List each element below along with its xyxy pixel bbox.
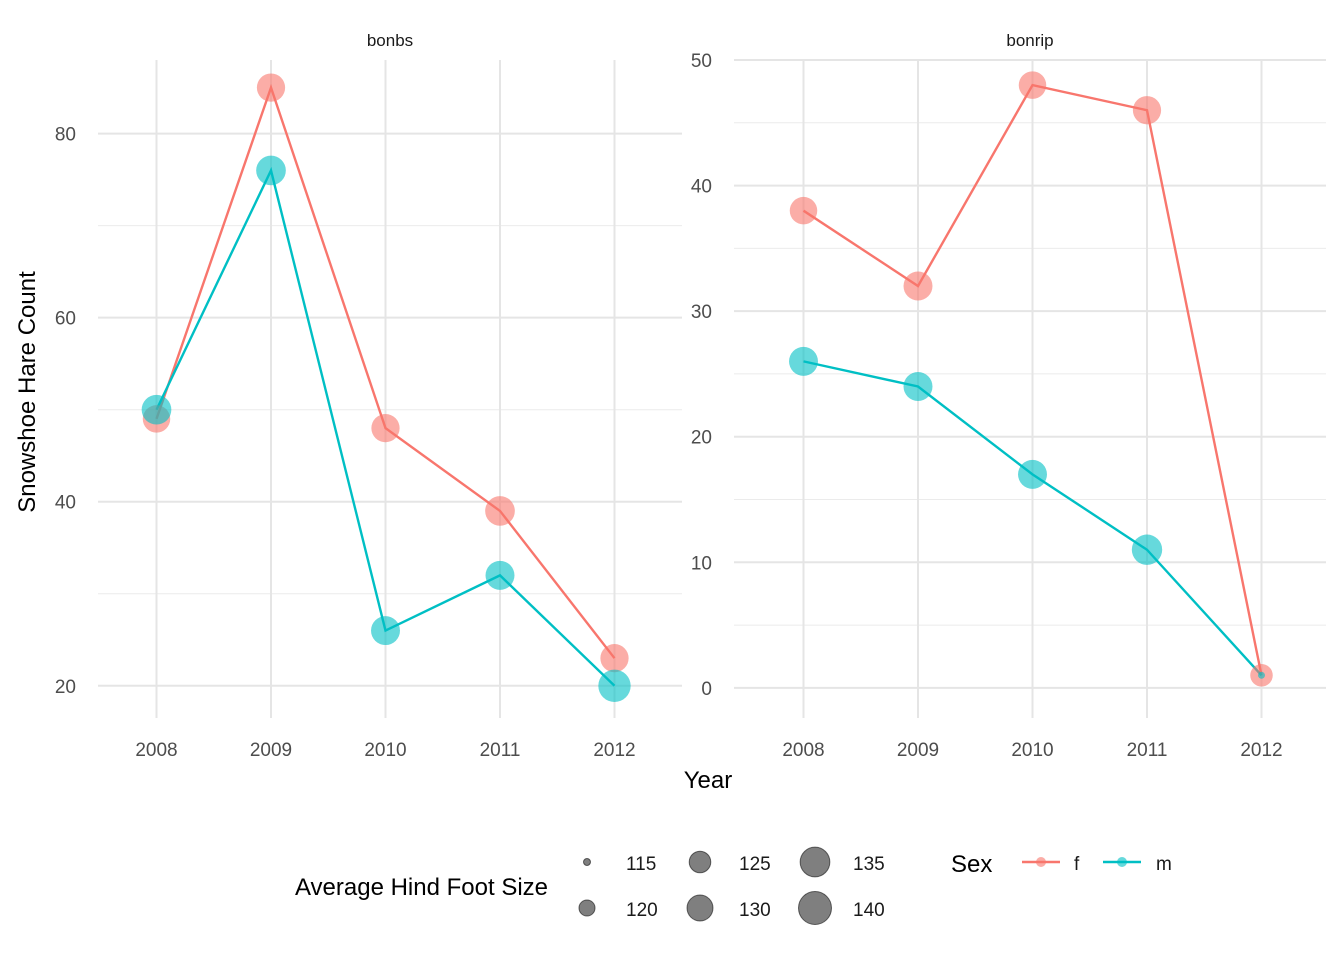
point-m [1258, 671, 1265, 679]
legend-size-title: Average Hind Foot Size [295, 874, 548, 901]
legend: Average Hind Foot Size 115 120 125 130 135 140… [295, 846, 1172, 925]
legend-size-label: 120 [626, 900, 658, 921]
legend-size-label: 125 [739, 854, 771, 875]
legend-color-label: m [1156, 854, 1172, 875]
y-tick-label: 20 [691, 428, 712, 449]
y-tick-label: 10 [691, 553, 712, 574]
point-f [600, 644, 629, 673]
y-tick-label: 60 [55, 309, 76, 330]
point-m [371, 616, 400, 646]
legend-size-key [799, 846, 831, 878]
y-axis-title: Snowshoe Hare Count [14, 271, 41, 513]
point-m [1018, 459, 1047, 489]
point-f [371, 413, 400, 443]
panel-title: bonrip [1006, 31, 1053, 50]
legend-size-key [798, 891, 832, 925]
point-f [903, 271, 933, 301]
panel-bonrip: bonrip 0 10 20 30 40 50 2008 2009 2010 2011 2012 [691, 31, 1326, 761]
x-tick-label: 2009 [250, 740, 292, 761]
point-m [1131, 534, 1163, 565]
point-f [1132, 96, 1162, 125]
point-m [789, 346, 818, 376]
y-tick-label: 40 [691, 177, 712, 198]
x-tick-label: 2009 [897, 740, 939, 761]
y-tick-label: 0 [701, 679, 712, 700]
y-tick-label: 40 [55, 493, 76, 514]
y-tick-label: 20 [55, 677, 76, 698]
point-f [256, 73, 286, 102]
legend-size-key [583, 858, 591, 866]
point-m [598, 669, 631, 702]
legend-size-label: 140 [853, 900, 885, 921]
x-tick-label: 2012 [593, 740, 635, 761]
point-m [141, 394, 172, 425]
point-f [485, 496, 515, 526]
x-tick-label: 2012 [1240, 740, 1282, 761]
legend-color-title: Sex [951, 851, 992, 878]
x-tick-label: 2010 [1011, 740, 1053, 761]
legend-size-label: 130 [739, 900, 771, 921]
point-m [485, 560, 515, 590]
x-tick-label: 2008 [782, 740, 824, 761]
panel-title: bonbs [367, 31, 413, 50]
x-tick-label: 2011 [1127, 740, 1168, 761]
legend-size-key [686, 894, 714, 922]
point-f [789, 196, 818, 225]
x-axis-title: Year [684, 767, 733, 794]
panel-bonbs: bonbs 20 40 60 80 2008 2009 2010 2011 2012 [55, 31, 682, 761]
legend-color-point-f [1036, 857, 1046, 867]
y-tick-label: 50 [691, 51, 712, 72]
y-tick-label: 30 [691, 302, 712, 323]
legend-size-key [578, 899, 596, 917]
legend-color-label: f [1074, 854, 1080, 875]
x-tick-label: 2011 [480, 740, 521, 761]
point-m [256, 155, 286, 186]
x-tick-label: 2008 [135, 740, 177, 761]
y-tick-label: 80 [55, 125, 76, 146]
point-f [1018, 71, 1047, 99]
legend-size-key [688, 850, 712, 874]
point-m [903, 372, 933, 401]
x-tick-label: 2010 [364, 740, 406, 761]
legend-size-label: 135 [853, 854, 885, 875]
legend-size-label: 115 [626, 854, 656, 875]
legend-color-point-m [1117, 857, 1127, 867]
